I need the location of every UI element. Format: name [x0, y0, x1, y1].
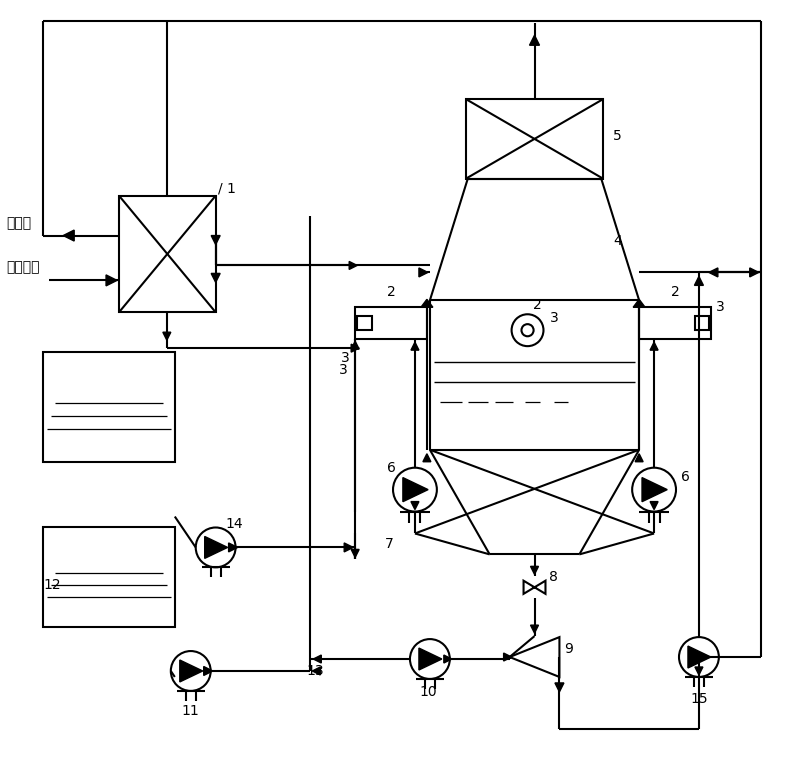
Polygon shape	[530, 36, 539, 45]
Polygon shape	[650, 342, 658, 350]
Polygon shape	[211, 273, 220, 283]
Polygon shape	[423, 454, 431, 462]
Text: 13: 13	[306, 664, 324, 678]
Polygon shape	[419, 268, 428, 277]
Polygon shape	[344, 543, 353, 552]
Text: 4: 4	[614, 234, 622, 248]
Text: 3: 3	[550, 311, 558, 325]
Bar	[357, 316, 371, 330]
Polygon shape	[312, 667, 320, 675]
Polygon shape	[211, 235, 220, 245]
Bar	[355, 307, 427, 339]
Polygon shape	[419, 648, 442, 670]
Text: 去排烟: 去排烟	[6, 217, 31, 231]
Bar	[43, 352, 175, 462]
Polygon shape	[642, 478, 667, 502]
Text: 6: 6	[387, 461, 396, 474]
Text: 6: 6	[681, 470, 690, 484]
Polygon shape	[180, 660, 202, 682]
Text: 除尘烟气: 除尘烟气	[6, 260, 40, 275]
Text: 3: 3	[338, 363, 347, 377]
Polygon shape	[204, 666, 213, 676]
Polygon shape	[694, 276, 703, 286]
Text: 5: 5	[614, 129, 622, 143]
Polygon shape	[635, 454, 643, 462]
Text: 2: 2	[386, 286, 395, 300]
Text: 15: 15	[690, 692, 708, 706]
Bar	[119, 196, 216, 312]
Polygon shape	[163, 332, 171, 340]
Polygon shape	[411, 342, 419, 350]
Polygon shape	[229, 543, 238, 552]
Text: 7: 7	[385, 537, 394, 551]
Polygon shape	[688, 646, 711, 668]
Polygon shape	[351, 344, 359, 352]
Text: 2: 2	[533, 298, 542, 312]
Polygon shape	[650, 502, 658, 509]
Polygon shape	[411, 502, 419, 509]
Polygon shape	[530, 625, 538, 633]
Text: 3: 3	[342, 351, 350, 365]
Polygon shape	[314, 655, 322, 663]
Text: 10: 10	[419, 685, 437, 699]
Text: 14: 14	[226, 516, 243, 530]
Polygon shape	[63, 230, 74, 241]
Bar	[694, 316, 709, 330]
Polygon shape	[530, 567, 538, 574]
Polygon shape	[421, 300, 433, 307]
Polygon shape	[351, 550, 359, 557]
Polygon shape	[351, 341, 359, 349]
Text: 2: 2	[670, 286, 679, 300]
Polygon shape	[709, 268, 718, 277]
Text: 8: 8	[550, 570, 558, 584]
Text: 12: 12	[43, 578, 61, 592]
Text: 11: 11	[182, 704, 200, 717]
Polygon shape	[349, 262, 357, 269]
Bar	[639, 307, 711, 339]
Polygon shape	[205, 536, 228, 558]
Bar	[43, 528, 175, 627]
Text: 3: 3	[716, 300, 725, 314]
Polygon shape	[504, 653, 511, 661]
Polygon shape	[403, 478, 428, 502]
Polygon shape	[106, 275, 117, 286]
Polygon shape	[555, 683, 564, 692]
Text: / 1: / 1	[218, 182, 235, 196]
Polygon shape	[633, 300, 645, 307]
Text: 9: 9	[565, 642, 574, 656]
Polygon shape	[695, 667, 703, 675]
Bar	[466, 99, 603, 179]
Polygon shape	[750, 268, 758, 277]
Polygon shape	[444, 655, 452, 663]
